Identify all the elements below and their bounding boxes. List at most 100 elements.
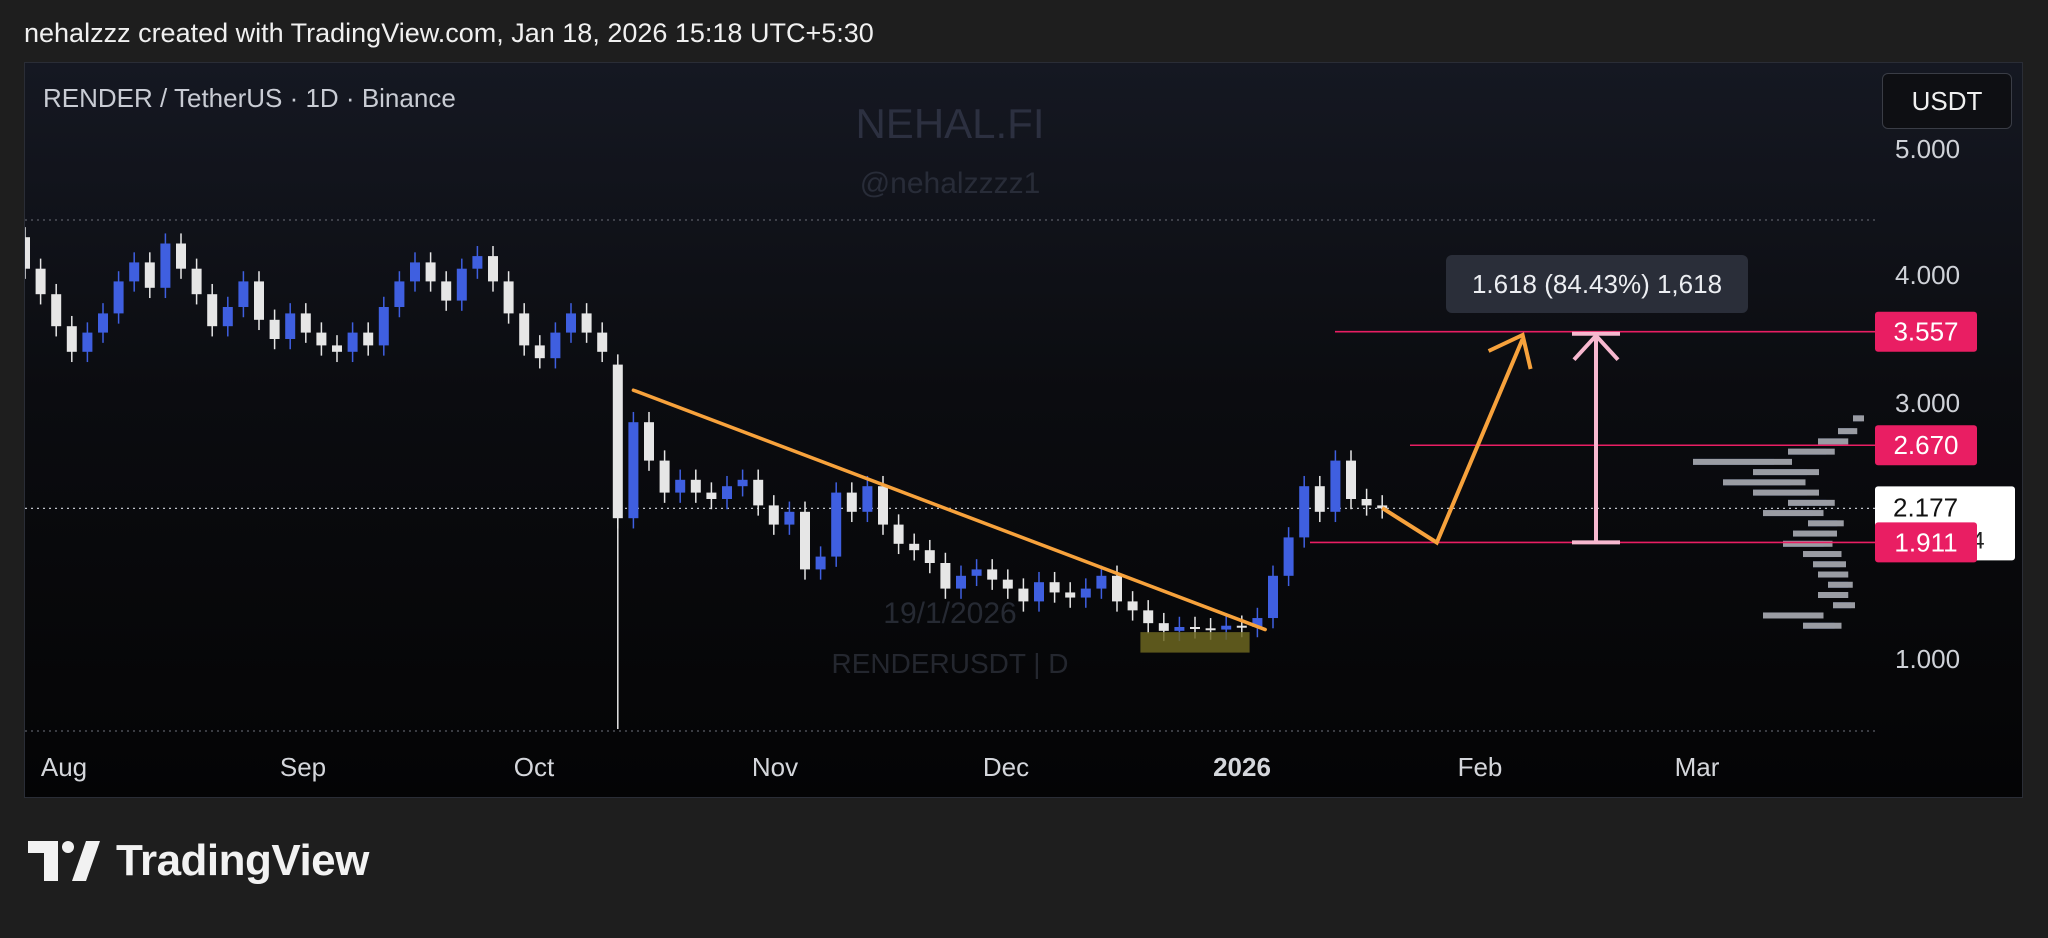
price-tick-label: 3.000 <box>1895 388 1960 418</box>
time-axis[interactable]: Aug Sep Oct Nov Dec 2026 Feb Mar <box>41 752 1720 782</box>
watermark-handle: @nehalzzzz1 <box>860 167 1041 200</box>
candle-body <box>1221 625 1232 630</box>
candle-body <box>987 569 998 580</box>
volume-bar-down <box>1813 561 1846 568</box>
candle-body <box>1034 582 1044 602</box>
price-tick-label: 1.000 <box>1895 644 1960 674</box>
tradingview-wordmark: TradingView <box>116 836 369 885</box>
candle-body <box>1096 575 1107 589</box>
candle-body <box>238 281 249 307</box>
candle-body <box>1361 499 1372 506</box>
candle-body <box>425 262 436 282</box>
candle-body <box>519 313 530 346</box>
candle-body <box>550 332 561 359</box>
time-tick-label: Dec <box>983 752 1029 782</box>
candle-body <box>581 313 592 333</box>
level-price-badge <box>1875 425 1977 466</box>
candle-body <box>98 313 108 333</box>
volume-bar-down <box>1803 622 1842 629</box>
measure-arrowhead <box>1572 332 1620 362</box>
candle-body <box>784 511 795 525</box>
volume-bar-down <box>1723 479 1806 486</box>
candle-body <box>160 243 171 288</box>
candle-body <box>1002 579 1013 589</box>
volume-bar-down <box>1753 469 1819 476</box>
current-price-label: 2.177 <box>1893 492 1958 522</box>
accumulation-box <box>1140 632 1250 653</box>
volume-bar-down <box>1753 489 1819 496</box>
candle-body <box>659 460 670 493</box>
symbol-title[interactable]: RENDER / TetherUS · 1D · Binance <box>43 83 456 113</box>
candle-body <box>768 505 779 525</box>
price-axis[interactable]: 5.0004.0003.0001.0003.5572.6702.17714:11… <box>1875 134 2015 674</box>
volume-bar-down <box>1803 551 1842 558</box>
chart-panel[interactable]: NEHAL.FI @nehalzzzz1 19/1/2026 RENDERUSD… <box>24 62 2023 798</box>
level-price-label: 1.911 <box>1894 527 1957 557</box>
currency-button[interactable]: USDT <box>1882 73 2012 129</box>
candle-body <box>690 479 701 493</box>
candle-body <box>363 332 374 346</box>
candle-body <box>1080 588 1091 598</box>
candle-body <box>1346 460 1356 499</box>
candle-body <box>706 492 717 499</box>
candle-body <box>1330 460 1341 512</box>
candle-body <box>472 256 483 269</box>
candle-body <box>909 543 920 551</box>
candle-body <box>644 422 654 461</box>
candle-body <box>675 479 686 493</box>
candles <box>25 227 1388 729</box>
candle-body <box>1158 623 1169 631</box>
candle-body <box>831 492 842 557</box>
candle-body <box>597 332 608 352</box>
volume-bar-down <box>1853 415 1864 422</box>
volume-bar-down <box>1838 428 1858 435</box>
price-chart[interactable]: NEHAL.FI @nehalzzzz1 19/1/2026 RENDERUSD… <box>25 63 2023 798</box>
projection-path <box>1381 338 1525 546</box>
time-tick-label: Sep <box>280 752 326 782</box>
volume-bar-down <box>1808 520 1844 527</box>
candle-body <box>815 556 826 570</box>
candle-body <box>285 313 296 339</box>
candle-body <box>378 307 389 346</box>
watermark-symbol: RENDERUSDT | D <box>831 648 1068 679</box>
candle-body <box>1377 505 1388 509</box>
projection-arrowhead <box>1487 332 1533 370</box>
volume-bar-down <box>1783 540 1833 547</box>
candle-body <box>862 486 873 512</box>
candle-body <box>628 422 639 519</box>
candle-body <box>113 281 124 314</box>
candle-body <box>566 313 576 333</box>
volume-bar-down <box>1763 612 1824 619</box>
candle-body <box>878 486 888 525</box>
drawings[interactable]: 1.618 (84.43%) 1,618 <box>631 255 1875 653</box>
fib-label: 1.618 (84.43%) 1,618 <box>1472 269 1722 299</box>
candle-body <box>51 294 62 327</box>
candle-body <box>503 281 514 314</box>
candle-body <box>1268 575 1278 619</box>
time-tick-label: Nov <box>752 752 798 782</box>
candle-body <box>207 294 218 327</box>
candle-body <box>1236 625 1247 628</box>
candle-body <box>347 332 358 352</box>
candle-body <box>971 569 982 576</box>
candle-body <box>394 281 405 307</box>
candle-body <box>1314 486 1325 512</box>
tradingview-brand[interactable]: TradingView <box>28 836 369 886</box>
volume-bar-down <box>1828 581 1853 588</box>
time-tick-label: Feb <box>1458 752 1503 782</box>
candle-body <box>144 262 155 288</box>
watermark-brand: NEHAL.FI <box>855 100 1044 147</box>
candle-body <box>846 492 857 512</box>
candle-body <box>129 262 140 282</box>
candle-body <box>940 563 951 589</box>
volume-bar-down <box>1788 448 1835 455</box>
candle-body <box>66 326 77 352</box>
candle-body <box>722 486 732 499</box>
level-price-label: 3.557 <box>1893 317 1958 347</box>
candle-body <box>316 332 327 346</box>
candle-body <box>35 268 46 295</box>
volume-bar-down <box>1833 602 1855 609</box>
candle-body <box>1299 486 1310 538</box>
candle-body <box>25 237 30 269</box>
candle-body <box>269 319 280 339</box>
